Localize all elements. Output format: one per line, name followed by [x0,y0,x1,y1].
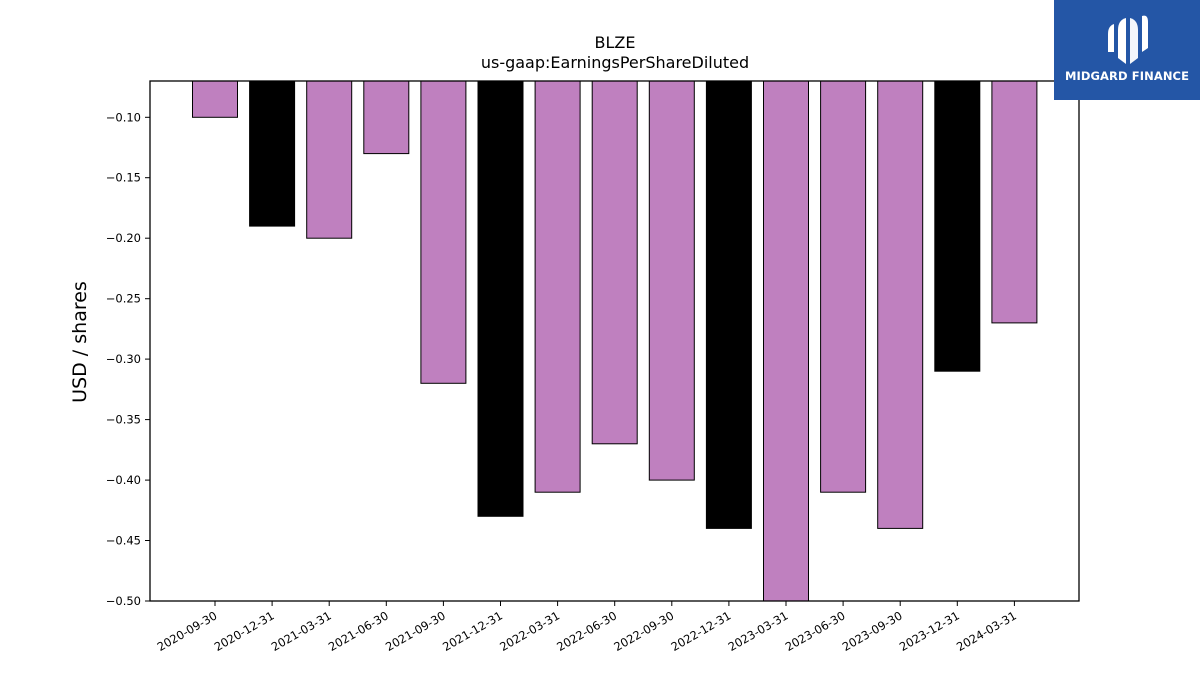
y-tick-label: −0.20 [106,231,141,245]
y-tick-label: −0.25 [106,292,141,306]
bar-2022-12-31 [705,80,752,529]
chart-subtitle: us-gaap:EarningsPerShareDiluted [481,53,749,72]
x-tick-label: 2022-09-30 [611,608,676,654]
x-tick-label: 2021-09-30 [383,608,448,654]
bar-2024-03-31 [991,80,1038,324]
bars-group [192,80,1038,602]
x-tick-label: 2022-03-31 [497,608,562,654]
bar-2021-06-30 [363,80,410,155]
logo-text: MIDGARD FINANCE [1064,69,1190,83]
bar-2020-09-30 [192,80,238,118]
x-tick-label: 2024-03-31 [954,608,1019,654]
y-tick-label: −0.30 [106,352,141,366]
bar-2021-09-30 [420,80,467,384]
plot-frame [149,80,1080,602]
bar-2022-06-30 [591,80,638,445]
chart-title: BLZE [595,33,636,52]
y-tick-label: −0.40 [106,473,141,487]
x-ticks-group: 2020-09-302020-12-312021-03-312021-06-30… [155,601,1019,654]
y-tick-label: −0.50 [106,594,141,608]
x-tick-label: 2023-06-30 [783,608,848,654]
y-tick-label: −0.35 [106,413,141,427]
bar-2023-09-30 [877,80,924,529]
bar-2023-03-31 [763,80,809,602]
x-tick-label: 2020-12-31 [212,608,277,654]
bar-2022-03-31 [534,80,581,493]
bar-2020-12-31 [249,80,296,227]
x-tick-label: 2023-12-31 [897,608,962,654]
y-ticks-group: −0.10 −0.15 −0.20 −0.25 −0.30 −0.35 −0.40 −0.45… [106,110,150,608]
y-tick-label: −0.45 [106,534,141,548]
bar-2021-12-31 [477,80,524,517]
x-tick-label: 2022-06-30 [554,608,619,654]
y-tick-label: −0.15 [106,171,141,185]
x-tick-label: 2021-06-30 [326,608,391,654]
x-tick-label: 2020-09-30 [155,608,220,654]
x-tick-label: 2022-12-31 [669,608,734,654]
bar-2023-12-31 [934,80,981,372]
x-tick-label: 2023-03-31 [726,608,791,654]
x-tick-label: 2023-09-30 [840,608,905,654]
x-tick-label: 2021-12-31 [440,608,505,654]
y-axis-label: USD / shares [69,281,91,403]
bar-2023-06-30 [820,80,867,493]
bar-2021-03-31 [306,80,353,239]
x-tick-label: 2021-03-31 [269,608,334,654]
y-tick-label: −0.10 [106,110,141,124]
bar-2022-09-30 [648,80,695,481]
logo-mark-icon [1108,15,1148,64]
company-logo: MIDGARD FINANCE [1054,0,1200,100]
